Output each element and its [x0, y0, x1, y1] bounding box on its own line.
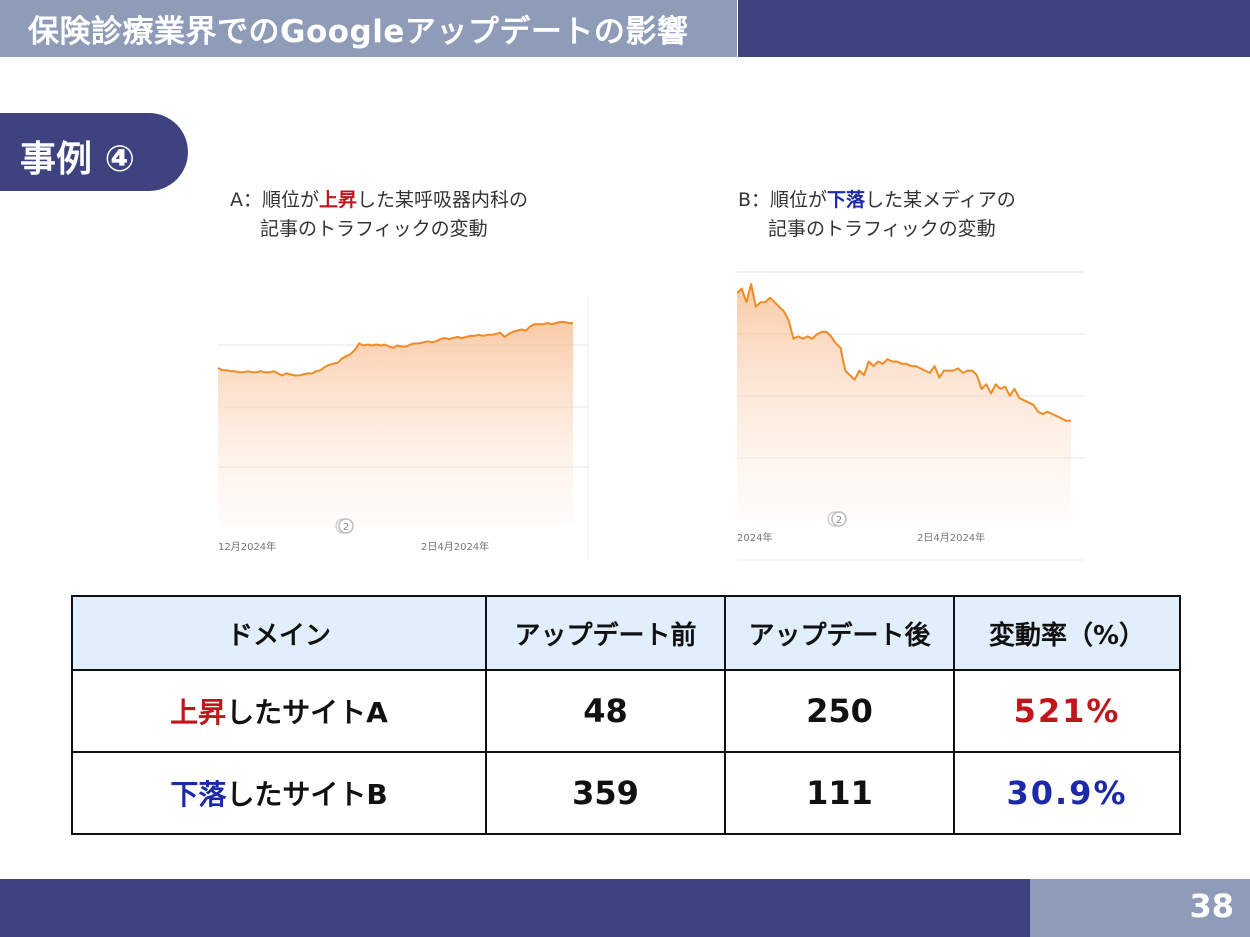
row-a-after: 250 — [724, 669, 955, 753]
page-title: 保険診療業界でのGoogleアップデートの影響 — [28, 14, 689, 50]
row-a-before: 48 — [485, 669, 726, 753]
row-a-highlight: 上昇 — [170, 696, 227, 729]
chart-b-area — [737, 284, 1071, 520]
chart-a-tick-1: 12月2024年 — [218, 540, 276, 553]
chart-b-marker-label: 2 — [836, 515, 842, 526]
row-b-rest: したサイトB — [226, 778, 388, 811]
chart-b-tick-1: 2024年 — [737, 531, 772, 544]
row-a-rest: したサイトA — [226, 696, 388, 729]
header-domain: ドメイン — [71, 595, 487, 671]
chart-b-caption: B：順位が下落した某メディアの 記事のトラフィックの変動 — [738, 186, 1016, 244]
table-header-row: ドメイン アップデート前 アップデート後 変動率（%） — [71, 595, 1181, 671]
footer-page-box: 38 — [1030, 879, 1250, 937]
chart-a-caption: A：順位が上昇した某呼吸器内科の 記事のトラフィックの変動 — [230, 186, 528, 244]
header-rate: 変動率（%） — [953, 595, 1181, 671]
row-a-domain: 上昇したサイトA — [71, 669, 487, 753]
row-b-domain: 下落したサイトB — [71, 751, 487, 835]
traffic-chart-a: 2 12月2024年 2日4月2024年 — [218, 297, 589, 560]
comparison-table: ドメイン アップデート前 アップデート後 変動率（%） 上昇したサイトA 48 … — [71, 595, 1181, 835]
table-row: 下落したサイトB 359 111 30.9% — [71, 751, 1181, 835]
header-before: アップデート前 — [485, 595, 726, 671]
caption-b-prefix: B：順位が — [738, 189, 828, 211]
caption-a-prefix: A：順位が — [230, 189, 319, 211]
caption-a-suffix: した某呼吸器内科の — [357, 189, 529, 211]
row-b-highlight: 下落 — [170, 778, 227, 811]
chart-b-marker-icon: 2 — [827, 511, 847, 527]
caption-b-suffix: した某メディアの — [865, 189, 1016, 211]
page-number: 38 — [1189, 887, 1234, 925]
chart-a-tick-2: 2日4月2024年 — [421, 540, 489, 553]
case-label-tab: 事例 ④ — [0, 113, 188, 191]
traffic-chart-b: 2 2024年 2日4月2024年 — [737, 271, 1085, 561]
chart-b-tick-2: 2日4月2024年 — [917, 531, 985, 544]
footer-bar — [0, 879, 1030, 937]
title-bar: 保険診療業界でのGoogleアップデートの影響 — [0, 0, 737, 57]
chart-a-line — [218, 321, 573, 377]
caption-b-highlight: 下落 — [827, 189, 866, 211]
chart-a-area — [218, 322, 573, 525]
title-bar-accent — [738, 0, 1250, 57]
table-row: 上昇したサイトA 48 250 521% — [71, 669, 1181, 753]
row-b-after: 111 — [724, 751, 955, 835]
row-b-rate: 30.9% — [953, 751, 1181, 835]
case-label: 事例 ④ — [20, 139, 136, 180]
caption-a-line2: 記事のトラフィックの変動 — [260, 218, 488, 240]
header-after: アップデート後 — [724, 595, 955, 671]
caption-a-highlight: 上昇 — [319, 189, 358, 211]
caption-b-line2: 記事のトラフィックの変動 — [768, 218, 996, 240]
chart-a-marker-label: 2 — [343, 522, 349, 533]
chart-b-line — [737, 283, 1071, 422]
row-b-before: 359 — [485, 751, 726, 835]
chart-a-marker-icon: 2 — [335, 518, 354, 534]
row-a-rate: 521% — [953, 669, 1181, 753]
